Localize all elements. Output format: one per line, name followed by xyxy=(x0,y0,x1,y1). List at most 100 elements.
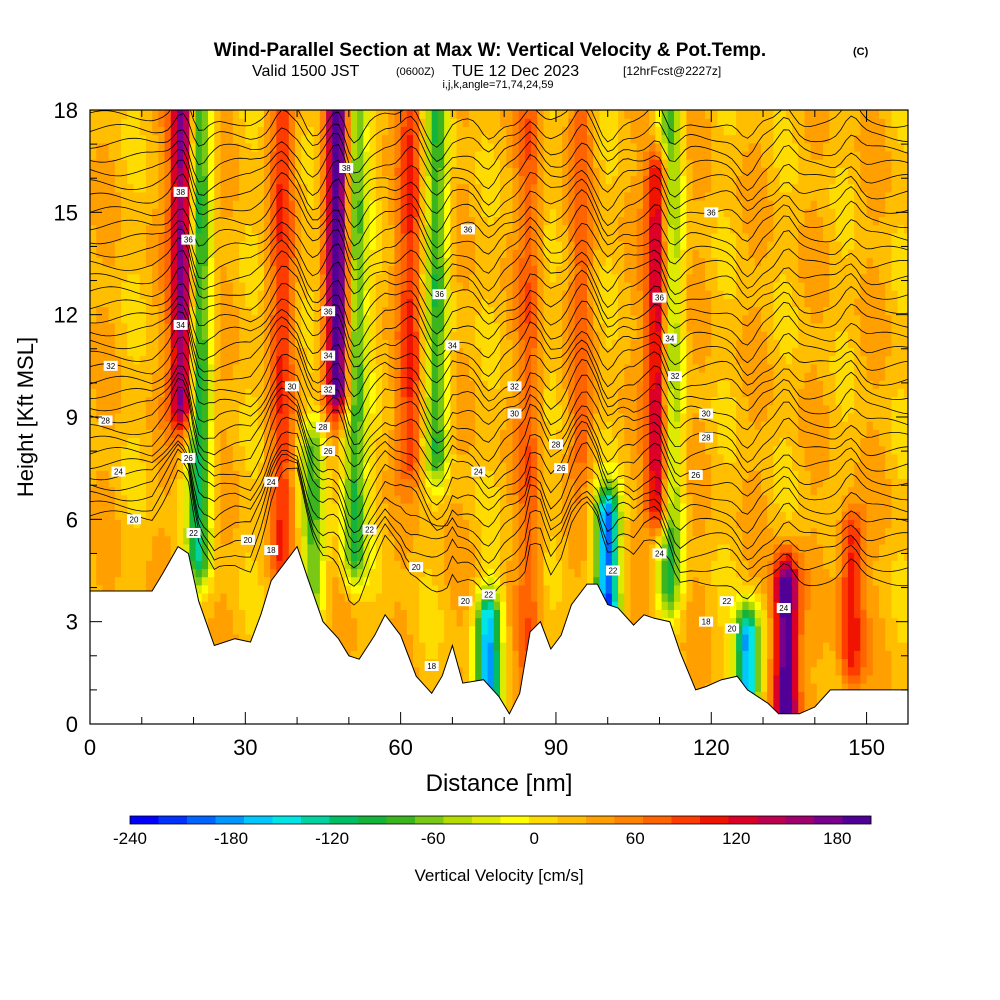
w-cell xyxy=(406,150,414,160)
w-cell xyxy=(468,494,476,504)
w-cell xyxy=(431,183,439,193)
w-cell xyxy=(263,355,271,365)
w-cell xyxy=(487,658,495,668)
w-cell xyxy=(500,412,507,422)
w-cell xyxy=(419,535,427,545)
w-cell xyxy=(226,290,234,299)
w-cell xyxy=(232,110,240,119)
w-cell xyxy=(201,470,209,479)
w-cell xyxy=(102,519,110,529)
w-cell xyxy=(114,552,122,561)
w-cell xyxy=(214,314,222,324)
w-cell xyxy=(481,249,489,258)
w-cell xyxy=(350,118,358,127)
w-cell xyxy=(406,633,414,643)
w-cell xyxy=(394,527,402,537)
w-cell xyxy=(493,175,501,185)
w-cell xyxy=(388,535,396,545)
w-cell xyxy=(369,331,377,340)
w-cell xyxy=(139,224,147,234)
w-cell xyxy=(226,494,234,504)
w-cell xyxy=(357,650,364,660)
w-cell xyxy=(245,306,253,316)
w-cell xyxy=(263,412,271,422)
w-cell xyxy=(295,175,302,185)
w-cell xyxy=(232,281,240,291)
w-cell xyxy=(139,150,147,160)
w-cell xyxy=(189,519,197,529)
w-cell xyxy=(270,519,277,529)
w-cell xyxy=(487,576,495,586)
w-cell xyxy=(406,159,414,168)
w-cell xyxy=(127,396,135,406)
w-cell xyxy=(468,249,476,258)
w-cell xyxy=(301,437,309,447)
w-cell xyxy=(145,224,153,234)
w-cell xyxy=(338,191,346,201)
w-cell xyxy=(158,232,166,242)
w-cell xyxy=(257,314,265,324)
w-cell xyxy=(319,412,327,422)
w-cell xyxy=(481,191,489,201)
w-cell xyxy=(394,249,402,258)
w-cell xyxy=(276,273,284,283)
w-cell xyxy=(338,371,346,381)
w-cell xyxy=(381,265,389,275)
w-cell xyxy=(201,519,209,529)
w-cell xyxy=(431,650,439,660)
w-cell xyxy=(437,568,445,578)
w-cell xyxy=(301,142,309,152)
w-cell xyxy=(145,175,153,185)
w-cell xyxy=(406,437,414,447)
w-cell xyxy=(425,527,433,537)
w-cell xyxy=(183,257,190,267)
w-cell xyxy=(158,429,166,439)
w-cell xyxy=(90,560,97,570)
w-cell xyxy=(245,486,253,496)
w-cell xyxy=(251,371,259,381)
w-cell xyxy=(468,617,476,627)
w-cell xyxy=(176,445,184,455)
w-cell xyxy=(413,494,420,504)
w-cell xyxy=(400,552,408,561)
w-cell xyxy=(208,208,215,218)
subtitle-grid-indices: i,j,k,angle=71,74,24,59 xyxy=(442,79,553,91)
w-cell xyxy=(437,625,445,635)
w-cell xyxy=(164,535,172,545)
w-cell xyxy=(288,200,296,209)
w-cell xyxy=(326,216,333,226)
w-cell xyxy=(257,232,265,242)
w-cell xyxy=(90,331,97,340)
w-cell xyxy=(413,363,420,373)
w-cell xyxy=(176,404,184,414)
w-cell xyxy=(400,380,408,389)
w-cell xyxy=(257,568,265,578)
w-cell xyxy=(338,388,346,398)
w-cell xyxy=(183,200,190,209)
w-cell xyxy=(158,421,166,430)
w-cell xyxy=(332,412,340,422)
w-cell xyxy=(369,159,377,168)
w-cell xyxy=(127,462,135,471)
w-cell xyxy=(288,396,296,406)
w-cell xyxy=(319,560,327,570)
w-cell xyxy=(245,371,253,381)
w-cell xyxy=(332,167,340,177)
w-cell xyxy=(344,633,352,643)
w-cell xyxy=(375,331,383,340)
w-cell xyxy=(102,208,110,218)
w-cell xyxy=(413,191,420,201)
w-cell xyxy=(350,421,358,430)
w-cell xyxy=(127,339,135,349)
w-cell xyxy=(444,560,451,570)
w-cell xyxy=(493,617,501,627)
w-cell xyxy=(257,167,265,177)
w-cell xyxy=(406,175,414,185)
w-cell xyxy=(344,462,352,471)
w-cell xyxy=(344,584,352,594)
w-cell xyxy=(139,519,147,529)
w-cell xyxy=(475,257,482,267)
w-cell xyxy=(462,126,470,136)
w-cell xyxy=(344,216,352,226)
w-cell xyxy=(189,298,197,308)
